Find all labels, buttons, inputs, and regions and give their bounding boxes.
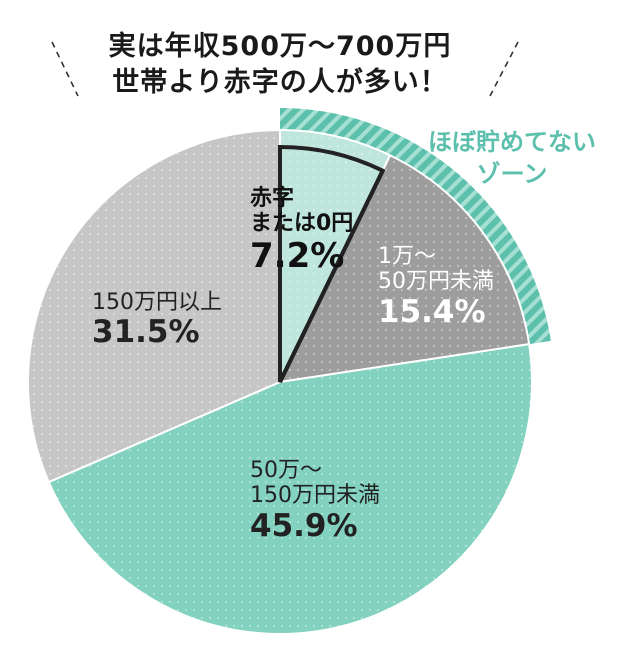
slice-separator [278, 169, 385, 383]
title-line-2: 世帯より赤字の人が多い！ [112, 67, 448, 98]
slice-label-category: 50万～ [250, 458, 322, 483]
zone-callout: ほぼ貯めてない ゾーン [412, 126, 612, 190]
slice-label-1-50: 1万～ 50万円未満 15.4% [378, 244, 494, 330]
slice-label-category: または0円 [250, 211, 354, 237]
inner-arc-marker [278, 144, 386, 383]
slice-label-category: 150万円未満 [250, 483, 380, 509]
slice-label-category: 150万円以上 [92, 290, 222, 315]
slice-1-50-texture [280, 155, 530, 382]
slice-deficit-texture [280, 130, 391, 382]
slice-50-150-texture [48, 344, 533, 635]
pie-slices [27, 128, 533, 635]
slice-label-deficit: 赤字 または0円 7.2% [250, 186, 353, 276]
dashed-accent-left [51, 41, 79, 97]
slice-label-category: 赤字 [250, 186, 295, 211]
zone-callout-line-1: ほぼ貯めてない [428, 128, 596, 156]
slice-label-150-plus: 150万円以上 31.5% [92, 290, 222, 351]
slice-label-value: 45.9% [250, 507, 358, 544]
slice-label-50-150: 50万～ 150万円未満 45.9% [250, 458, 380, 544]
slice-label-value: 31.5% [92, 314, 200, 351]
slice-label-value: 15.4% [378, 293, 486, 330]
slice-label-category: 1万～ [378, 244, 436, 269]
title-line-1: 実は年収500万～700万円 [108, 31, 452, 62]
slice-150-plus-texture [27, 130, 280, 483]
zone-callout-line-2: ゾーン [476, 160, 548, 188]
slice-label-category: 50万円未満 [378, 269, 494, 295]
slice-label-value: 7.2% [250, 235, 345, 276]
